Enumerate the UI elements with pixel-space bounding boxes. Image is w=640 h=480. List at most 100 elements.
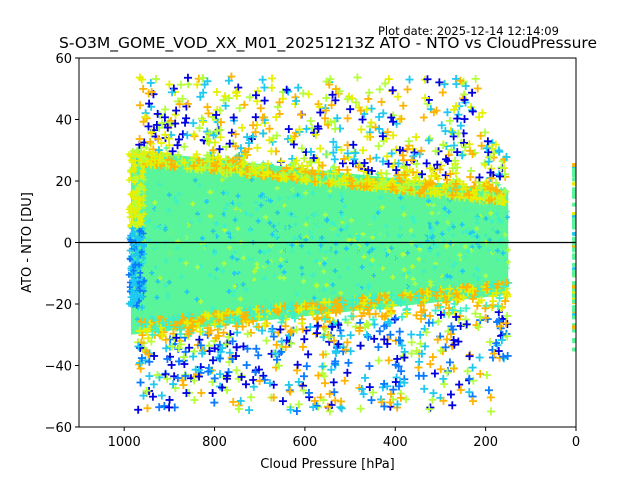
data-point <box>418 209 424 215</box>
data-point <box>185 280 191 286</box>
data-point <box>317 266 323 272</box>
data-point <box>467 204 473 210</box>
data-point <box>291 193 297 199</box>
data-point <box>417 242 423 248</box>
data-point <box>331 124 340 133</box>
data-point <box>418 225 424 231</box>
data-point <box>262 336 271 345</box>
data-point <box>195 335 204 344</box>
data-point <box>439 203 445 209</box>
data-point <box>378 213 384 219</box>
data-point <box>483 137 492 146</box>
y-tick-label: 60 <box>55 52 72 67</box>
data-point <box>257 249 263 255</box>
data-point <box>194 215 200 221</box>
data-point <box>161 105 170 114</box>
data-point <box>335 232 341 238</box>
data-point <box>268 263 274 269</box>
data-point <box>483 273 489 279</box>
data-point <box>384 270 390 276</box>
data-point <box>474 266 480 272</box>
data-point <box>183 215 189 221</box>
data-point <box>188 265 194 271</box>
data-point <box>278 397 287 406</box>
data-point <box>251 113 260 122</box>
data-point <box>145 372 154 381</box>
data-point <box>268 203 274 209</box>
data-point <box>167 211 173 217</box>
data-point <box>310 272 316 278</box>
data-point <box>329 204 335 210</box>
data-point <box>452 74 461 83</box>
data-point <box>475 353 484 362</box>
data-point <box>260 243 266 249</box>
data-point <box>424 318 433 327</box>
data-point <box>572 305 576 310</box>
data-point <box>199 216 205 222</box>
data-point <box>355 191 361 197</box>
data-point <box>330 236 336 242</box>
data-point <box>165 403 174 412</box>
data-point <box>475 173 484 182</box>
data-point <box>304 350 313 359</box>
data-point <box>426 241 432 247</box>
data-point <box>172 195 178 201</box>
data-point <box>468 247 474 253</box>
data-point <box>253 189 259 195</box>
data-point <box>359 146 368 155</box>
data-point <box>171 177 177 183</box>
data-point <box>154 231 160 237</box>
data-point <box>267 186 273 192</box>
data-point <box>313 329 322 338</box>
data-point <box>224 190 230 196</box>
data-point <box>446 227 452 233</box>
data-point <box>356 224 362 230</box>
data-point <box>446 280 452 286</box>
data-point <box>407 330 416 339</box>
data-point <box>176 267 182 273</box>
data-point <box>165 291 171 297</box>
data-point <box>183 271 189 277</box>
data-point <box>203 103 212 112</box>
y-tick-label: 40 <box>55 114 72 129</box>
data-point <box>424 250 430 256</box>
data-point <box>391 314 400 323</box>
data-point <box>264 224 270 230</box>
data-point <box>176 217 182 223</box>
data-point <box>226 230 232 236</box>
data-point <box>199 307 205 313</box>
data-point <box>400 252 406 258</box>
data-point <box>343 199 349 205</box>
data-point <box>478 192 484 198</box>
data-point <box>299 184 305 190</box>
data-point <box>325 246 331 252</box>
data-point <box>494 211 500 217</box>
data-point <box>277 246 283 252</box>
data-point <box>483 216 489 222</box>
data-point <box>498 157 507 166</box>
data-point <box>308 222 314 228</box>
data-point <box>498 237 504 243</box>
data-point <box>333 218 339 224</box>
data-point <box>166 228 172 234</box>
data-point <box>290 291 296 297</box>
data-point <box>346 105 355 114</box>
data-point <box>343 270 349 276</box>
data-point <box>245 186 251 192</box>
data-point <box>229 296 235 302</box>
data-point <box>441 213 447 219</box>
data-point <box>247 228 253 234</box>
data-point <box>396 233 402 239</box>
data-point <box>232 343 241 352</box>
data-point <box>484 266 490 272</box>
data-point <box>302 362 311 371</box>
data-point <box>347 207 353 213</box>
data-point <box>253 279 259 285</box>
data-point <box>283 205 289 211</box>
data-point <box>299 265 305 271</box>
data-point <box>495 147 504 156</box>
data-point <box>223 218 229 224</box>
data-point <box>458 208 464 214</box>
data-point <box>299 89 308 98</box>
data-point <box>292 247 298 253</box>
